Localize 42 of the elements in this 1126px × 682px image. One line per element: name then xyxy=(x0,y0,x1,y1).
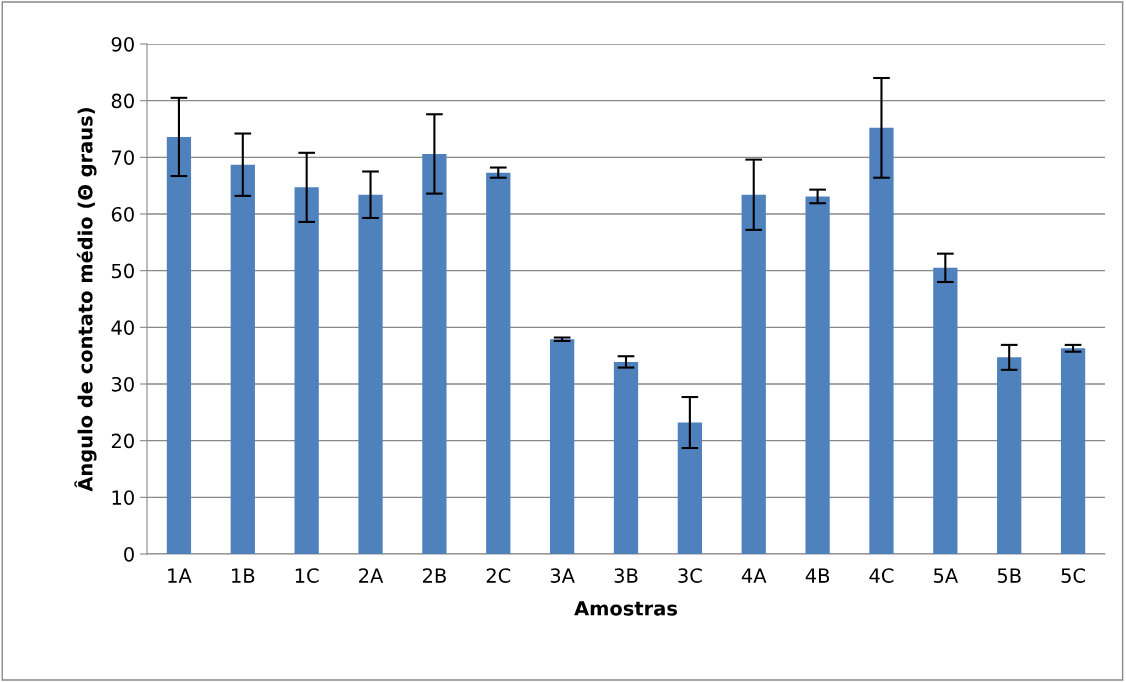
bar xyxy=(166,136,192,554)
y-tick-label: 10 xyxy=(112,490,134,505)
x-tick-label: 1C xyxy=(295,568,319,583)
bar xyxy=(486,172,511,554)
y-tick-label: 30 xyxy=(111,376,134,392)
x-tick-label: 1B xyxy=(232,568,255,583)
y-axis-title: Ângulo de contato médio (Θ graus) xyxy=(74,108,97,492)
bar xyxy=(230,164,255,554)
x-tick-label: 4A xyxy=(741,568,767,583)
bar xyxy=(677,422,702,554)
y-tick-label: 50 xyxy=(111,263,134,279)
bar xyxy=(550,339,575,554)
y-tick-label: 0 xyxy=(124,546,134,562)
y-tick-label: 80 xyxy=(111,93,134,109)
bar xyxy=(741,194,766,554)
y-tick-label: 60 xyxy=(111,206,134,222)
x-tick-label: 1A xyxy=(168,568,192,583)
x-tick-label: 3A xyxy=(550,568,575,583)
x-tick-label: 4C xyxy=(869,568,894,583)
y-tick-label: 40 xyxy=(111,320,134,335)
bar xyxy=(997,357,1022,554)
bar xyxy=(358,194,383,554)
x-axis-title: Amostras xyxy=(574,601,677,616)
y-tick-label: 90 xyxy=(111,36,134,52)
bar xyxy=(613,361,639,554)
bar xyxy=(933,267,958,554)
y-tick-label: 20 xyxy=(111,433,134,449)
bar xyxy=(294,187,319,554)
x-tick-label: 5B xyxy=(997,568,1021,583)
bar xyxy=(869,127,894,554)
x-tick-label: 2B xyxy=(422,568,446,583)
x-tick-label: 5C xyxy=(1061,568,1085,583)
bar xyxy=(422,153,447,554)
x-tick-label: 4B xyxy=(805,568,830,583)
bar xyxy=(1060,348,1086,554)
x-tick-label: 2C xyxy=(486,568,511,583)
y-tick-label: 70 xyxy=(112,150,134,165)
bar xyxy=(805,196,830,554)
x-tick-label: 3C xyxy=(678,568,702,583)
x-tick-label: 3B xyxy=(614,568,638,583)
x-tick-label: 5A xyxy=(934,568,959,583)
x-tick-label: 2A xyxy=(359,568,384,583)
